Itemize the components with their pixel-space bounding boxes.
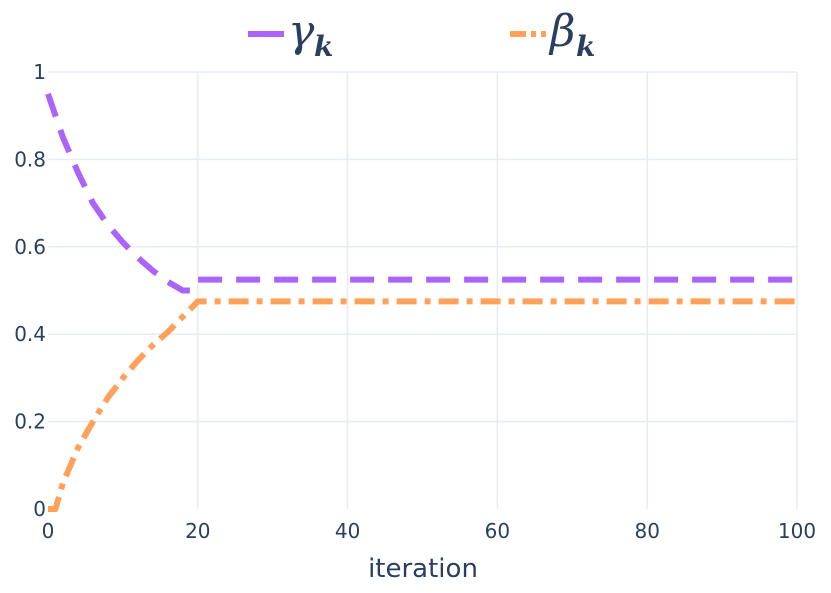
y-tick-label: 0.6: [14, 235, 46, 259]
x-tick-label: 0: [42, 519, 55, 543]
x-tick-label: 80: [634, 519, 659, 543]
series-lines: [45, 92, 797, 512]
series-line-0: [45, 92, 797, 294]
legend-label-subscript-0: k: [314, 30, 333, 63]
y-tick-label: 0: [33, 497, 46, 521]
y-tick-label: 0.4: [14, 322, 46, 346]
legend-label-1: β: [548, 6, 575, 57]
legend-label-subscript-1: k: [576, 30, 595, 63]
x-tick-label: 40: [335, 519, 360, 543]
series-line-1: [48, 298, 797, 512]
x-axis-title: iteration: [368, 554, 478, 584]
x-tick-label: 20: [185, 519, 210, 543]
x-tick-labels: 0 20 40 60 80 100: [42, 519, 816, 543]
x-tick-label: 100: [778, 519, 816, 543]
y-tick-label: 1: [33, 60, 46, 84]
y-tick-label: 0.2: [14, 410, 46, 434]
legend-label-0: γ: [288, 6, 315, 57]
x-tick-label: 60: [485, 519, 510, 543]
y-tick-label: 0.8: [14, 147, 46, 171]
grid-lines: [48, 71, 798, 509]
y-tick-labels: 0 0.2 0.4 0.6 0.8 1: [14, 60, 46, 521]
